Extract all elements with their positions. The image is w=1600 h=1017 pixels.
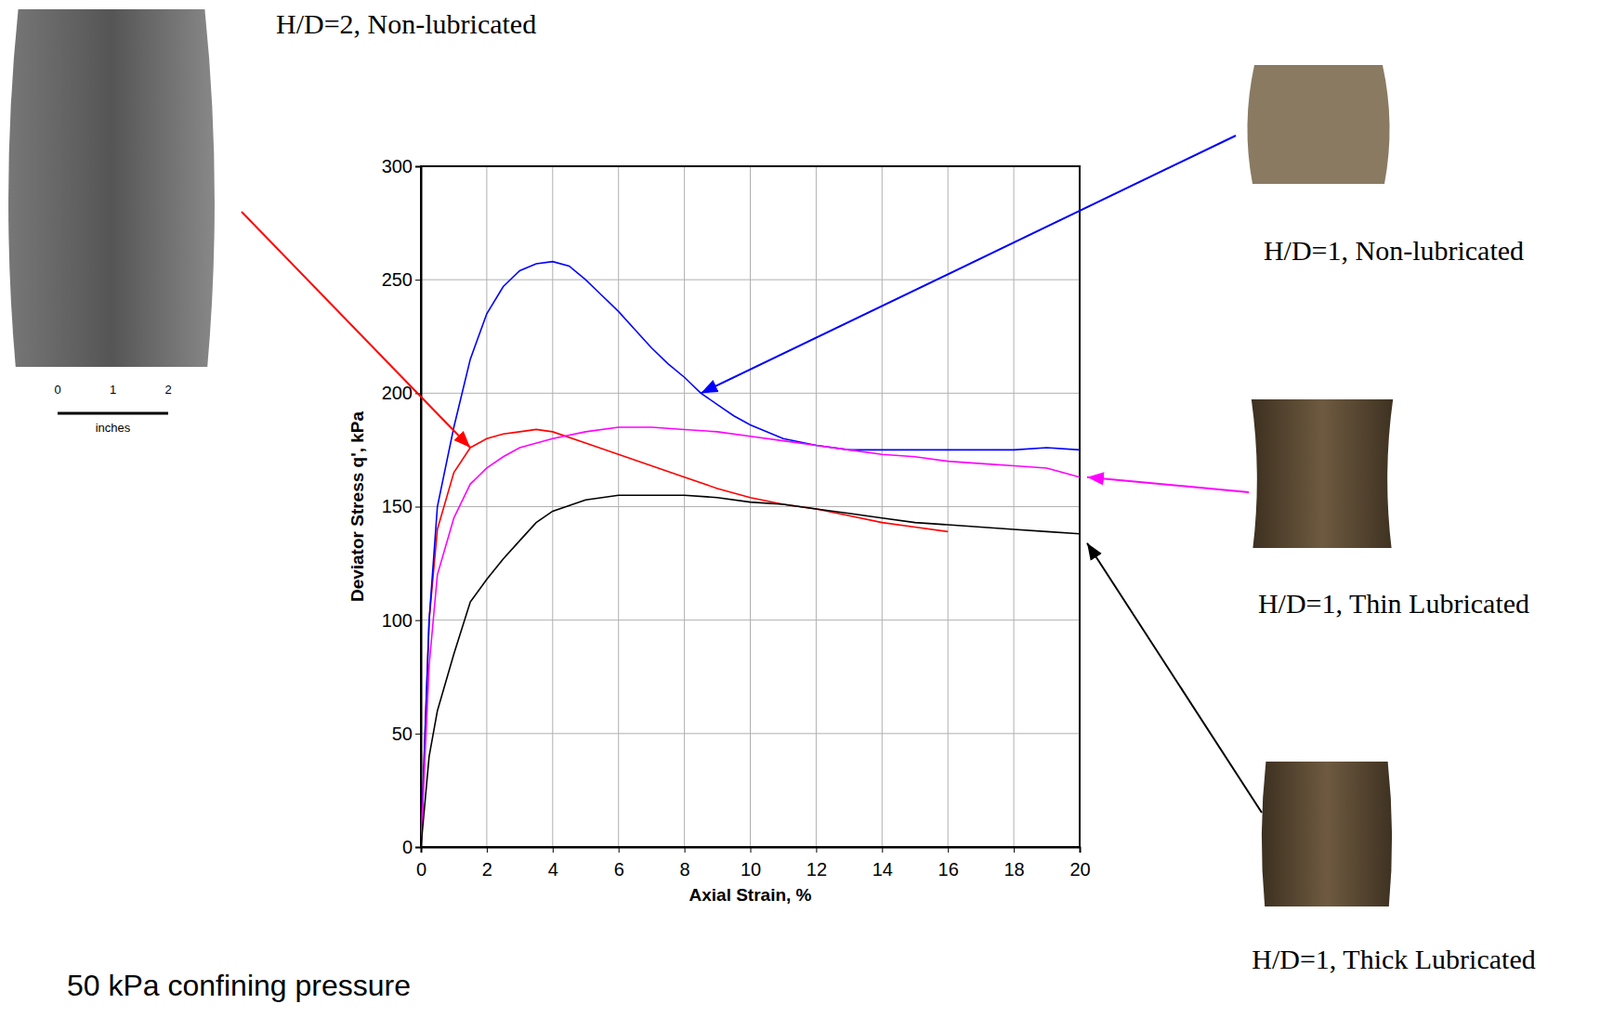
series-label: H/D=2, Non-lubricated [275,8,537,40]
series-line [420,429,948,848]
series-label: H/D=1, Thin Lubricated [1258,588,1530,619]
tick: 150 [381,496,421,517]
tick: 12 [806,847,827,880]
plot-frame [420,166,1080,848]
x-axis-title: Axial Strain, % [689,885,813,905]
tick: 0 [402,837,421,858]
leader-arrow [1087,477,1249,493]
series-line [420,495,1080,848]
tick-label: 8 [680,859,691,880]
lines [420,262,1080,848]
grid-line [420,279,1080,281]
tick: 250 [381,269,421,290]
grid-line [420,506,1080,508]
tick: 100 [381,610,421,631]
specimen-photo [1261,761,1392,907]
grid-line [420,393,1080,394]
tick-label: 20 [1069,859,1090,880]
tick: 200 [381,382,421,404]
tick: 14 [872,847,893,880]
tick-label: 16 [938,859,959,880]
tick-label: 12 [806,859,827,880]
tick: 0 [416,847,427,880]
tick-label: 10 [740,859,761,880]
tick: 20 [1069,847,1090,880]
y-axis: 0 50 100 150 200 250 300 [381,156,422,858]
tick: 10 [740,847,761,880]
tick-label: 300 [381,156,413,177]
leader-arrow [1087,543,1262,814]
series-label: H/D=1, Thick Lubricated [1251,944,1535,975]
tick-label: 18 [1003,859,1024,880]
series-line [420,262,1080,848]
tick: 16 [938,847,959,880]
leader-arrow [700,135,1236,394]
grid [420,166,1080,848]
tick-label: 6 [614,859,625,880]
leader-arrow [241,211,471,448]
tick-label: 200 [381,382,413,404]
scale-bar-label: 1 [109,382,117,397]
specimen-photo [1246,65,1390,184]
tick: 8 [680,847,691,880]
specimen-photo [1251,399,1393,549]
tick: 50 [392,723,421,745]
series-label: H/D=1, Non-lubricated [1263,235,1524,266]
scale-bar-title: inches [95,420,132,435]
tick: 2 [482,847,493,880]
y-axis-title: Deviator Stress q', kPa [347,410,368,603]
tick: 18 [1003,847,1024,880]
tick: 300 [381,156,421,177]
axis-line [421,848,1081,854]
tick-label: 50 [392,723,413,745]
tick: 6 [614,847,625,880]
tick-label: 250 [381,269,413,290]
annotation: 50 kPa confining pressure [66,969,411,1003]
tick-label: 150 [381,496,413,517]
scale-bar-label: 0 [53,382,61,397]
tick-label: 0 [416,859,427,880]
tick-label: 100 [381,610,413,631]
x-axis: 0 2 4 6 8 10 12 14 16 18 20 [416,847,1091,880]
tick-label: 14 [872,859,893,880]
tick-label: 0 [402,837,413,858]
series-line [420,427,1080,848]
grid-line [420,619,1080,621]
grid-line [420,733,1080,735]
chart: 02468101214161820050100150200250300Axial… [0,0,1600,1017]
scale-bar-label: 2 [164,382,171,397]
tick-label: 4 [548,859,559,880]
scale-bar [57,412,169,416]
tick: 4 [548,847,559,880]
tick-label: 2 [482,859,493,880]
specimen-photo [8,9,215,368]
